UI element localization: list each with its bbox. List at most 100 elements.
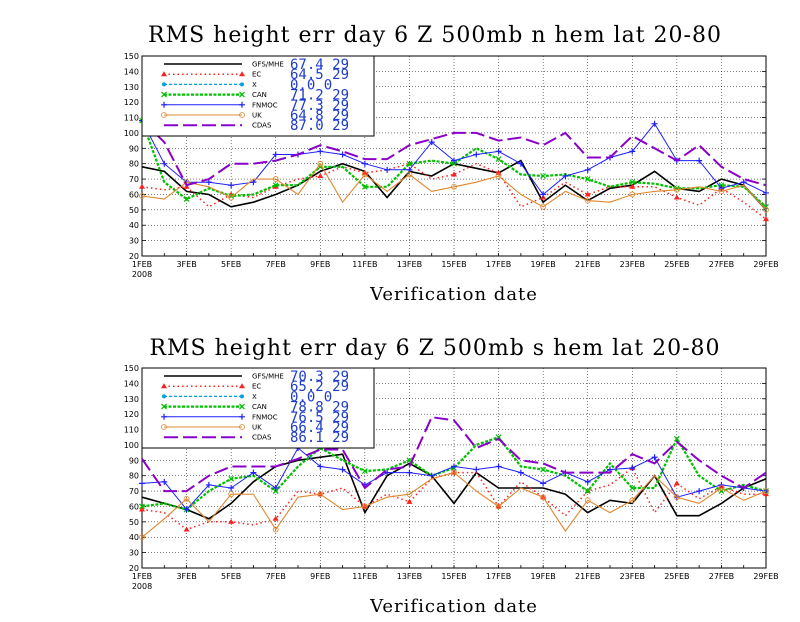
uk-marker bbox=[183, 495, 190, 502]
fnmoc-marker bbox=[205, 481, 212, 488]
n-hem-x-axis-label: Verification date bbox=[369, 284, 538, 305]
x-marker bbox=[162, 82, 166, 87]
ec-marker bbox=[361, 169, 368, 175]
n-hem-legend-label-gfs-mhe: GFS/MHE bbox=[252, 61, 284, 69]
uk-marker bbox=[272, 526, 279, 533]
fnmoc-marker bbox=[740, 179, 747, 186]
s-hem-xtick-year-label: 2008 bbox=[132, 582, 152, 591]
s-hem-ytick-label: 130 bbox=[124, 395, 139, 404]
x-marker bbox=[240, 394, 244, 399]
uk-marker bbox=[361, 171, 368, 178]
uk-marker bbox=[540, 203, 547, 210]
s-hem-legend-label-uk: UK bbox=[252, 424, 262, 432]
s-hem-xtick-label: 3FEB bbox=[176, 572, 196, 581]
n-hem-xtick-label: 3FEB bbox=[176, 260, 196, 269]
fnmoc-marker bbox=[272, 151, 279, 158]
fnmoc-marker bbox=[629, 148, 636, 155]
ec-marker bbox=[272, 515, 279, 521]
uk-marker bbox=[161, 424, 167, 430]
s-hem-series-line-uk bbox=[141, 471, 767, 538]
uk-marker bbox=[361, 503, 368, 510]
uk-marker bbox=[629, 497, 636, 504]
n-hem-legend-label-can: CAN bbox=[252, 91, 267, 99]
fnmoc-marker bbox=[517, 469, 524, 476]
n-hem-xtick-label: 21FEB bbox=[575, 260, 600, 269]
can-marker bbox=[540, 173, 547, 179]
n-hem-ytick-label: 110 bbox=[124, 114, 139, 123]
x-marker bbox=[240, 82, 244, 87]
uk-marker bbox=[763, 488, 769, 494]
s-hem-legend-stat-can: 78.8 29 bbox=[290, 400, 349, 416]
ec-marker bbox=[139, 506, 145, 512]
fnmoc-marker bbox=[161, 101, 167, 108]
n-hem-series-line-cdas bbox=[141, 119, 767, 187]
s-hem-xtick-label: 15FEB bbox=[441, 572, 466, 581]
can-marker bbox=[139, 503, 145, 510]
s-hem-ytick-label: 140 bbox=[124, 379, 139, 388]
n-hem-legend-stat-gfs-mhe: 67.4 29 bbox=[290, 57, 349, 73]
can-marker bbox=[584, 176, 591, 183]
fnmoc-marker bbox=[428, 139, 435, 146]
can-marker bbox=[272, 182, 279, 189]
x-marker bbox=[162, 394, 166, 399]
fnmoc-marker bbox=[584, 478, 591, 485]
n-hem-ytick-label: 150 bbox=[124, 52, 139, 61]
n-hem-ytick-label: 100 bbox=[124, 129, 139, 138]
fnmoc-marker bbox=[339, 466, 346, 473]
s-hem-panel: RMS height err day 6 Z 500mb s hem lat 2… bbox=[124, 336, 779, 617]
s-hem-xtick-label: 23FEB bbox=[620, 572, 645, 581]
ec-marker bbox=[239, 71, 245, 77]
s-hem-legend-label-can: CAN bbox=[252, 403, 267, 411]
can-marker bbox=[183, 196, 190, 203]
ec-marker bbox=[161, 383, 167, 389]
s-hem-xtick-label: 5FEB bbox=[221, 572, 241, 581]
s-hem-ytick-label: 20 bbox=[129, 564, 139, 573]
s-hem-ytick-label: 150 bbox=[124, 364, 139, 373]
fnmoc-marker bbox=[495, 148, 502, 155]
uk-marker bbox=[584, 197, 591, 204]
fnmoc-marker bbox=[629, 465, 636, 471]
fnmoc-marker bbox=[272, 485, 279, 491]
uk-marker bbox=[317, 491, 324, 498]
n-hem-xtick-label: 9FEB bbox=[310, 260, 330, 269]
fnmoc-marker bbox=[161, 160, 168, 167]
ec-marker bbox=[451, 171, 457, 177]
n-hem-xtick-label: 23FEB bbox=[620, 260, 645, 269]
can-marker bbox=[495, 156, 502, 163]
can-marker bbox=[629, 485, 636, 491]
s-hem-ytick-label: 50 bbox=[129, 518, 139, 527]
ec-marker bbox=[239, 383, 245, 389]
fnmoc-marker bbox=[228, 485, 235, 491]
n-hem-legend-stat-ec: 64.5 29 bbox=[290, 67, 349, 83]
can-marker bbox=[406, 160, 413, 167]
can-marker bbox=[228, 193, 235, 199]
s-hem-series-uk bbox=[139, 469, 769, 541]
fnmoc-marker bbox=[473, 466, 480, 473]
fnmoc-marker bbox=[239, 101, 245, 108]
n-hem-ytick-label: 130 bbox=[124, 83, 139, 92]
n-hem-ytick-label: 90 bbox=[129, 144, 139, 153]
fnmoc-marker bbox=[763, 189, 769, 196]
s-hem-xtick-label: 11FEB bbox=[352, 572, 377, 581]
s-hem-legend-box bbox=[141, 367, 375, 449]
fnmoc-marker bbox=[239, 413, 245, 420]
n-hem-legend-stat-uk: 64.8 29 bbox=[290, 108, 349, 124]
fnmoc-marker bbox=[495, 463, 502, 470]
ec-marker bbox=[629, 183, 636, 189]
uk-marker bbox=[673, 494, 680, 501]
n-hem-legend-label-cdas: CDAS bbox=[252, 122, 272, 130]
can-marker bbox=[451, 160, 457, 167]
s-hem-ytick-label: 100 bbox=[124, 441, 139, 450]
s-hem-series-gfs-mhe bbox=[141, 453, 767, 520]
can-marker bbox=[239, 403, 245, 410]
s-hem-legend-stat-ec: 65.2 29 bbox=[290, 379, 349, 395]
fnmoc-marker bbox=[161, 413, 167, 420]
s-hem-xtick-label: 9FEB bbox=[310, 572, 330, 581]
n-hem-legend-label-ec: EC bbox=[252, 71, 261, 79]
n-hem-legend-label-uk: UK bbox=[252, 112, 262, 120]
fnmoc-marker bbox=[584, 166, 591, 173]
fnmoc-marker bbox=[562, 173, 569, 179]
s-hem-ytick-label: 70 bbox=[129, 487, 139, 496]
s-hem-xtick-label: 25FEB bbox=[664, 572, 689, 581]
